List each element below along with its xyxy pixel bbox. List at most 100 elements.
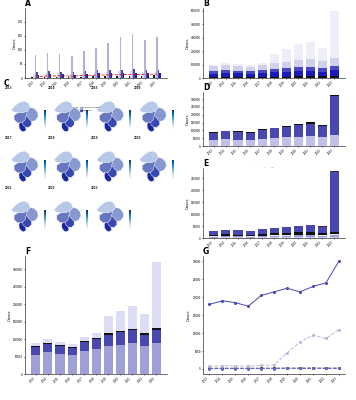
Bar [99, 74, 100, 78]
Bar [294, 124, 303, 125]
Cure [259, 293, 263, 298]
Bar [221, 140, 230, 146]
Bar [246, 67, 255, 72]
Bar [269, 237, 279, 238]
Death indirect [285, 366, 289, 371]
Y-axis label: Cases: Cases [7, 309, 12, 321]
Legend: Bee sting, Caterpillar, Scorpion sting, Snakebite, Spider bite: Bee sting, Caterpillar, Scorpion sting, … [66, 107, 112, 111]
Bar [282, 237, 291, 238]
Bar [156, 37, 158, 78]
Bar [330, 66, 339, 70]
Bar [152, 262, 161, 328]
Bar [330, 234, 339, 235]
Bar [221, 230, 230, 234]
Ignored [324, 336, 328, 341]
Bar [147, 73, 149, 78]
Death direct [298, 366, 302, 370]
Bar [144, 40, 146, 78]
Bar [74, 75, 76, 78]
Bar [159, 73, 161, 78]
Bar [294, 60, 303, 67]
Bar [209, 231, 219, 235]
Bar [95, 48, 97, 78]
Bar [140, 333, 149, 334]
Bar [330, 70, 339, 76]
Bar [209, 71, 219, 74]
Bar [91, 349, 101, 374]
Death indirect [207, 366, 211, 371]
Y-axis label: Cases: Cases [185, 113, 190, 125]
Bar [282, 48, 291, 62]
Bar [48, 71, 50, 78]
Bar [152, 330, 161, 342]
Bar [209, 74, 219, 77]
Bar [294, 232, 303, 235]
Bar [221, 70, 230, 73]
Death indirect [220, 366, 225, 371]
Bar [68, 355, 77, 374]
Death direct [285, 366, 289, 370]
Death direct [272, 366, 276, 370]
Bar [152, 342, 161, 374]
Bar [221, 63, 230, 65]
Text: D: D [203, 83, 209, 92]
Bar [282, 235, 291, 236]
Bar [318, 237, 327, 238]
Bar [330, 76, 339, 78]
Death direct [207, 366, 211, 371]
Bar [246, 74, 255, 77]
Bar [294, 236, 303, 237]
Bar [56, 342, 64, 345]
Bar [209, 236, 219, 238]
Bar [68, 344, 77, 347]
Bar [318, 233, 327, 235]
Y-axis label: Cases: Cases [187, 309, 191, 321]
Ignored [220, 363, 225, 368]
Bar [116, 345, 125, 374]
Death indirect [259, 366, 263, 371]
Bar [330, 235, 339, 237]
Bar [294, 76, 303, 78]
Bar [234, 132, 242, 140]
Bar [234, 236, 242, 238]
Bar [257, 70, 267, 73]
Text: C: C [4, 79, 9, 88]
Bar [73, 72, 74, 78]
Bar [234, 234, 242, 236]
Ignored [233, 364, 237, 368]
Bar [47, 52, 48, 78]
Bar [318, 137, 327, 146]
Bar [318, 61, 327, 68]
Y-axis label: Cases: Cases [185, 37, 190, 49]
Bar [155, 71, 156, 78]
Bar [306, 225, 315, 226]
Bar [158, 70, 159, 78]
Ignored [246, 364, 250, 368]
Bar [142, 72, 144, 78]
Bar [306, 59, 315, 66]
Bar [116, 332, 125, 345]
Y-axis label: Cases: Cases [185, 197, 190, 209]
Cure [207, 302, 211, 307]
Bar [234, 71, 242, 73]
Bar [257, 237, 267, 238]
Bar [108, 43, 109, 78]
Bar [97, 70, 99, 78]
Bar [257, 77, 267, 78]
Bar [246, 72, 255, 74]
Bar [129, 76, 130, 78]
Bar [318, 76, 327, 78]
Bar [330, 171, 339, 172]
Bar [246, 231, 255, 235]
Bar [121, 70, 123, 78]
Bar [128, 306, 137, 329]
Bar [246, 133, 255, 140]
Bar [306, 124, 315, 136]
Bar [153, 76, 155, 78]
Bar [221, 130, 230, 131]
Bar [246, 132, 255, 133]
Bar [221, 236, 230, 238]
Bar [257, 129, 267, 130]
Bar [128, 330, 137, 343]
Bar [152, 328, 161, 330]
